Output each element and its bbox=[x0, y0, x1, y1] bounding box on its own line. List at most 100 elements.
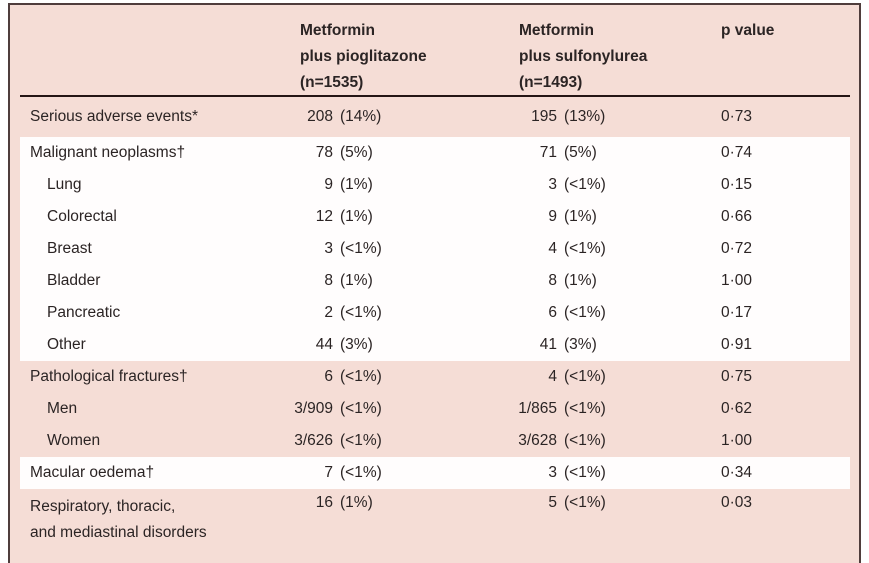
p-value: 0·34 bbox=[721, 464, 753, 481]
value-cell-pioglitazone: 208 (14%) bbox=[270, 108, 470, 126]
value-percent: (<1%) bbox=[340, 304, 382, 321]
value-cell-sulfonylurea: 9 (1%) bbox=[470, 208, 693, 226]
value-count: 3 bbox=[324, 240, 333, 257]
value-count: 8 bbox=[548, 272, 557, 289]
value-cell-sulfonylurea: 3 (<1%) bbox=[470, 176, 693, 194]
row-label: Men bbox=[47, 400, 78, 417]
p-value: 1·00 bbox=[721, 272, 753, 289]
value-percent: (<1%) bbox=[564, 464, 606, 481]
value-cell-pioglitazone: 3/909 (<1%) bbox=[270, 400, 470, 418]
value-count: 4 bbox=[548, 368, 557, 385]
table-row: Other 44 (3%) 41 (3%) 0·91 bbox=[20, 329, 850, 361]
p-value: 0·74 bbox=[721, 144, 753, 161]
value-percent: (<1%) bbox=[564, 240, 606, 257]
table-row: Bladder 8 (1%) 8 (1%) 1·00 bbox=[20, 265, 850, 297]
table-row: Pathological fractures† 6 (<1%) 4 (<1%) … bbox=[20, 361, 850, 393]
value-count: 2 bbox=[324, 304, 333, 321]
value-count: 3 bbox=[548, 176, 557, 193]
row-label: Women bbox=[47, 432, 101, 449]
header-line: plus pioglitazone bbox=[300, 48, 427, 65]
table-row: Men 3/909 (<1%) 1/865 (<1%) 0·62 bbox=[20, 393, 850, 425]
table-panel: Metformin plus pioglitazone (n=1535) Met… bbox=[8, 3, 861, 563]
value-cell-sulfonylurea: 5 (<1%) bbox=[470, 494, 693, 512]
value-cell-sulfonylurea: 71 (5%) bbox=[470, 144, 693, 162]
row-label: Other bbox=[47, 336, 86, 353]
value-percent: (<1%) bbox=[564, 432, 606, 449]
value-count: 3 bbox=[548, 464, 557, 481]
value-cell-sulfonylurea: 3/628 (<1%) bbox=[470, 432, 693, 450]
p-value: 0·15 bbox=[721, 176, 753, 193]
value-cell-pioglitazone: 2 (<1%) bbox=[270, 304, 470, 322]
value-count: 6 bbox=[324, 368, 333, 385]
value-count: 8 bbox=[324, 272, 333, 289]
header-metformin-pioglitazone: Metformin plus pioglitazone (n=1535) bbox=[270, 5, 470, 96]
value-cell-pioglitazone: 3/626 (<1%) bbox=[270, 432, 470, 450]
row-label: Bladder bbox=[47, 272, 101, 289]
value-percent: (1%) bbox=[340, 494, 373, 511]
value-cell-sulfonylurea: 41 (3%) bbox=[470, 336, 693, 354]
value-count: 4 bbox=[548, 240, 557, 257]
p-value: 0·73 bbox=[721, 108, 753, 125]
value-cell-pioglitazone: 7 (<1%) bbox=[270, 464, 470, 482]
value-cell-pioglitazone: 9 (1%) bbox=[270, 176, 470, 194]
row-label: Serious adverse events* bbox=[30, 108, 199, 125]
value-percent: (5%) bbox=[564, 144, 597, 161]
value-cell-pioglitazone: 8 (1%) bbox=[270, 272, 470, 290]
row-label: Macular oedema† bbox=[30, 464, 155, 481]
value-percent: (<1%) bbox=[564, 176, 606, 193]
p-value: 0·03 bbox=[721, 494, 753, 511]
table-row: Breast 3 (<1%) 4 (<1%) 0·72 bbox=[20, 233, 850, 265]
value-percent: (1%) bbox=[340, 208, 373, 225]
header-metformin-sulfonylurea: Metformin plus sulfonylurea (n=1493) bbox=[470, 5, 693, 96]
header-line: (n=1535) bbox=[300, 74, 364, 91]
value-cell-pioglitazone: 78 (5%) bbox=[270, 144, 470, 162]
header-line: p value bbox=[721, 22, 775, 39]
value-cell-sulfonylurea: 195 (13%) bbox=[470, 108, 693, 126]
value-percent: (<1%) bbox=[340, 432, 382, 449]
adverse-events-table: Metformin plus pioglitazone (n=1535) Met… bbox=[20, 5, 850, 551]
p-value: 0·62 bbox=[721, 400, 753, 417]
value-percent: (<1%) bbox=[340, 368, 382, 385]
value-count: 3/628 bbox=[518, 432, 557, 449]
value-percent: (13%) bbox=[564, 108, 606, 125]
value-percent: (3%) bbox=[340, 336, 373, 353]
value-cell-pioglitazone: 12 (1%) bbox=[270, 208, 470, 226]
value-percent: (<1%) bbox=[564, 400, 606, 417]
value-percent: (<1%) bbox=[340, 240, 382, 257]
row-label: Malignant neoplasms† bbox=[30, 144, 186, 161]
header-line: Metformin bbox=[300, 22, 375, 39]
table-row: Respiratory, thoracic, and mediastinal d… bbox=[20, 489, 850, 551]
header-p-value: p value bbox=[693, 5, 850, 96]
row-label-line: and mediastinal disorders bbox=[30, 524, 207, 541]
value-count: 3/626 bbox=[294, 432, 333, 449]
p-value: 0·91 bbox=[721, 336, 753, 353]
value-count: 16 bbox=[315, 494, 333, 511]
table-header-row: Metformin plus pioglitazone (n=1535) Met… bbox=[20, 5, 850, 97]
value-cell-sulfonylurea: 3 (<1%) bbox=[470, 464, 693, 482]
row-label: Breast bbox=[47, 240, 92, 257]
table-row: Women 3/626 (<1%) 3/628 (<1%) 1·00 bbox=[20, 425, 850, 457]
p-value: 0·72 bbox=[721, 240, 753, 257]
row-label: Pancreatic bbox=[47, 304, 121, 321]
value-percent: (5%) bbox=[340, 144, 373, 161]
header-line: (n=1493) bbox=[519, 74, 583, 91]
row-label: Pathological fractures† bbox=[30, 368, 188, 385]
value-count: 41 bbox=[539, 336, 557, 353]
p-value: 1·00 bbox=[721, 432, 753, 449]
value-count: 1/865 bbox=[518, 400, 557, 417]
value-count: 3/909 bbox=[294, 400, 333, 417]
value-cell-sulfonylurea: 1/865 (<1%) bbox=[470, 400, 693, 418]
value-cell-sulfonylurea: 4 (<1%) bbox=[470, 240, 693, 258]
value-cell-sulfonylurea: 6 (<1%) bbox=[470, 304, 693, 322]
value-percent: (3%) bbox=[564, 336, 597, 353]
value-percent: (<1%) bbox=[564, 304, 606, 321]
value-percent: (1%) bbox=[564, 272, 597, 289]
table-row: Macular oedema† 7 (<1%) 3 (<1%) 0·34 bbox=[20, 457, 850, 489]
value-cell-pioglitazone: 6 (<1%) bbox=[270, 368, 470, 386]
header-empty-cell bbox=[20, 5, 270, 96]
p-value: 0·17 bbox=[721, 304, 753, 321]
value-count: 6 bbox=[548, 304, 557, 321]
value-percent: (<1%) bbox=[564, 494, 606, 511]
value-percent: (1%) bbox=[564, 208, 597, 225]
row-label: Respiratory, thoracic, and mediastinal d… bbox=[20, 494, 270, 546]
